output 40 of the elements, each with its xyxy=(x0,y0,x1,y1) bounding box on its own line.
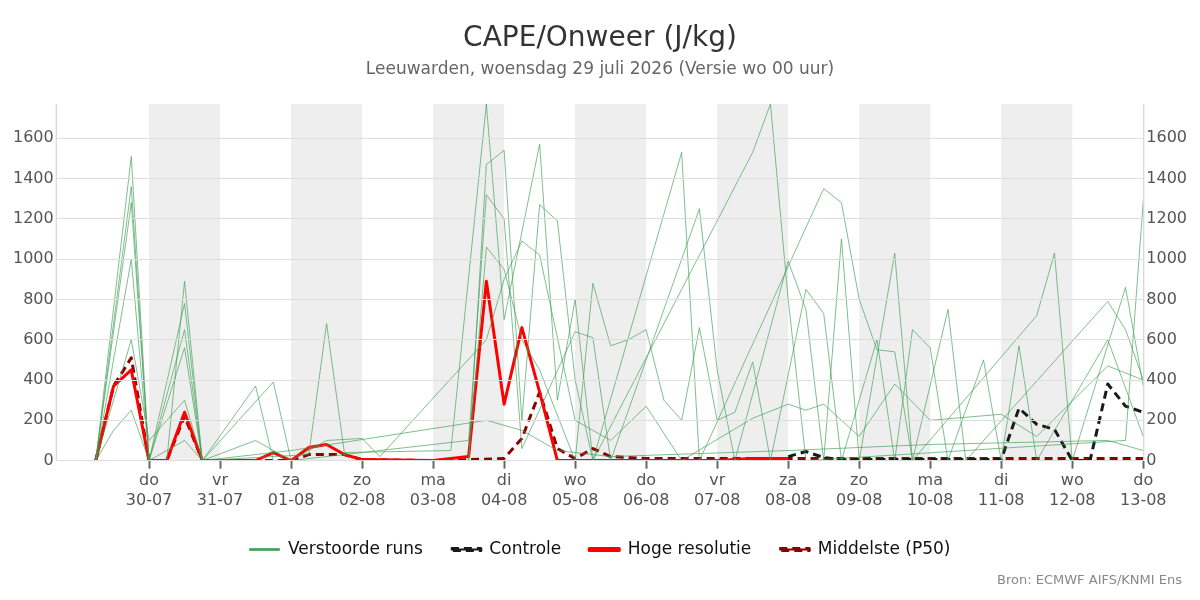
y-tick-label: 800 xyxy=(23,288,54,308)
x-tick-label: wo 12-08 xyxy=(1049,470,1096,509)
y2-tick-label: 400 xyxy=(1146,369,1177,389)
x-tick-label: wo 05-08 xyxy=(551,470,599,509)
y2-tick-label: 600 xyxy=(1146,328,1177,348)
x-tick-label: do 06-08 xyxy=(622,470,670,509)
x-tick-label: ma 03-08 xyxy=(409,470,457,509)
x-tick-label: vr 07-08 xyxy=(693,470,741,509)
y-tick-label: 1000 xyxy=(13,248,54,268)
y-tick-label: 400 xyxy=(23,369,54,389)
legend-label: Controle xyxy=(489,537,562,558)
y2-tick-label: 1600 xyxy=(1146,127,1187,147)
x-tick-label: ma 10-08 xyxy=(906,470,954,509)
x-tick-label: di 11-08 xyxy=(978,470,1025,509)
y2-tick-label: 1400 xyxy=(1146,167,1187,187)
legend-label: Verstoorde runs xyxy=(288,537,423,558)
y-tick-label: 1400 xyxy=(13,167,54,187)
x-tick-label: za 08-08 xyxy=(764,470,812,509)
y2-tick-label: 0 xyxy=(1146,449,1157,469)
y-tick-label: 600 xyxy=(23,328,54,348)
y-tick-label: 200 xyxy=(23,409,54,429)
chart-subtitle: Leeuwarden, woensdag 29 juli 2026 (Versie wo 00 uur) xyxy=(365,58,835,79)
x-tick-label: do 13-08 xyxy=(1120,470,1167,509)
text: Bron: ECMWF AIFS/KNMI Ens xyxy=(997,572,1182,587)
x-tick-label: zo 09-08 xyxy=(835,470,883,509)
y-tick-label: 1200 xyxy=(13,207,54,227)
y2-tick-label: 800 xyxy=(1146,288,1177,308)
x-tick-label: zo 02-08 xyxy=(338,470,386,509)
y-tick-label: 0 xyxy=(43,449,54,469)
y2-tick-label: 1000 xyxy=(1146,248,1187,268)
legend-label: Hoge resolutie xyxy=(627,537,752,558)
y2-tick-label: 200 xyxy=(1146,409,1177,429)
x-tick-label: di 04-08 xyxy=(480,470,528,509)
x-tick-label: za 01-08 xyxy=(267,470,315,509)
y2-tick-label: 1200 xyxy=(1146,207,1187,227)
chart-title: CAPE/Onweer (J/kg) xyxy=(463,20,737,54)
x-tick-label: vr 31-07 xyxy=(196,470,244,509)
x-tick-label: do 30-07 xyxy=(125,470,173,509)
y-tick-label: 1600 xyxy=(13,127,54,147)
legend-label: Middelste (P50) xyxy=(817,537,951,558)
